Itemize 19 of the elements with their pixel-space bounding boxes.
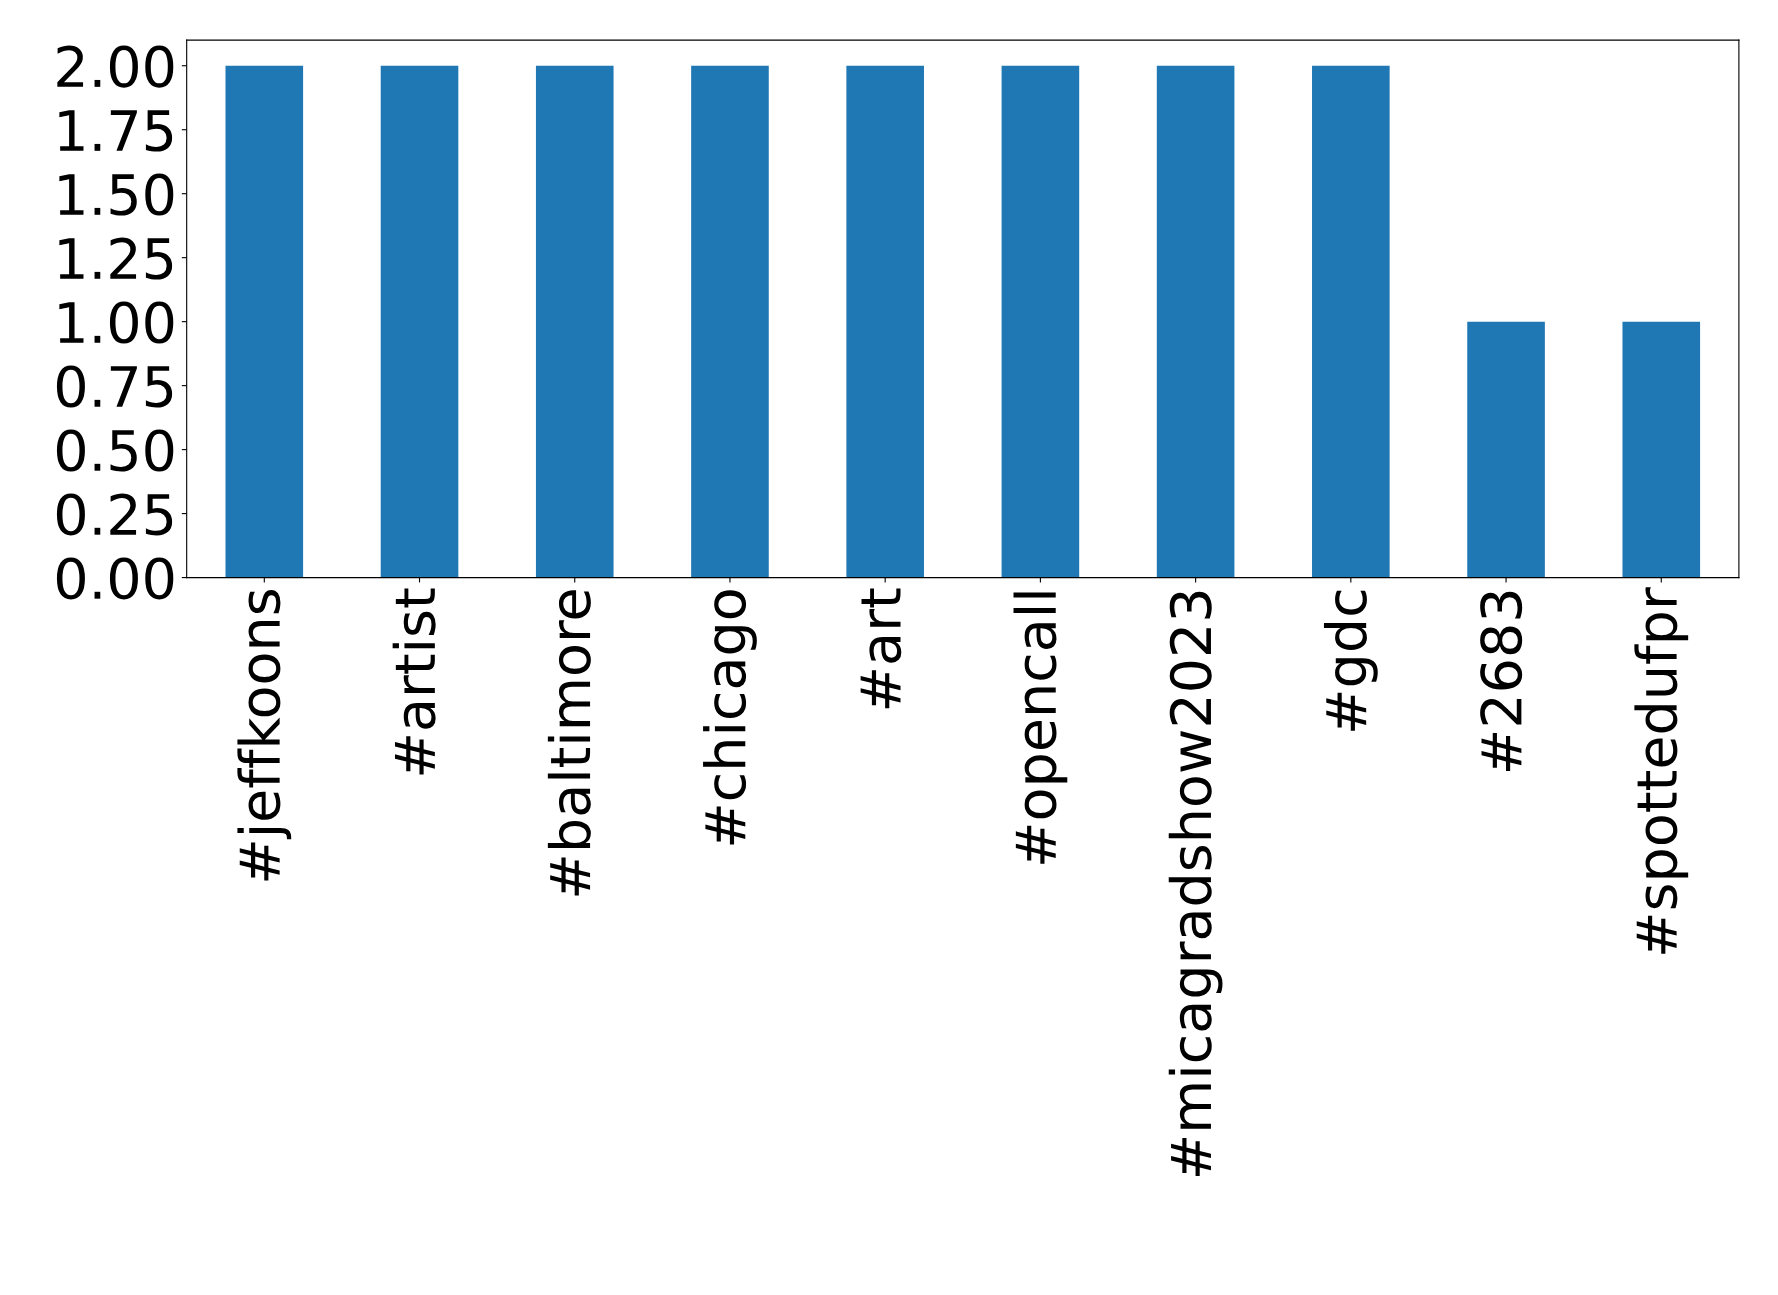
y-tick-label: 0.50	[56, 429, 174, 472]
y-tick-label: 0.25	[56, 493, 173, 536]
x-tick-label: #artist	[392, 588, 436, 775]
x-tick-label: #spottedufpr	[1634, 587, 1689, 954]
x-tick-label: #art	[860, 588, 902, 709]
x-tick-label: #gdc	[1323, 590, 1378, 731]
y-tick-label: 0.00	[56, 557, 174, 600]
y-tick-label: 1.50	[59, 173, 174, 216]
x-tick-label: #opencall	[1013, 592, 1068, 864]
y-tick-label: 1.25	[59, 237, 173, 280]
x-tick-label: #micagradshow2023	[1168, 591, 1223, 1177]
y-tick-label: 1.75	[59, 110, 173, 152]
x-tick-label: #chicago	[703, 590, 757, 845]
x-tick-label: #baltimore	[547, 590, 591, 896]
y-tick-label: 1.00	[59, 301, 174, 344]
x-tick-label: #2683	[1480, 591, 1523, 771]
x-tick-label: #jeffkoons	[237, 590, 292, 881]
y-tick-label: 0.75	[56, 365, 173, 408]
y-tick-label: 2.00	[57, 45, 174, 88]
